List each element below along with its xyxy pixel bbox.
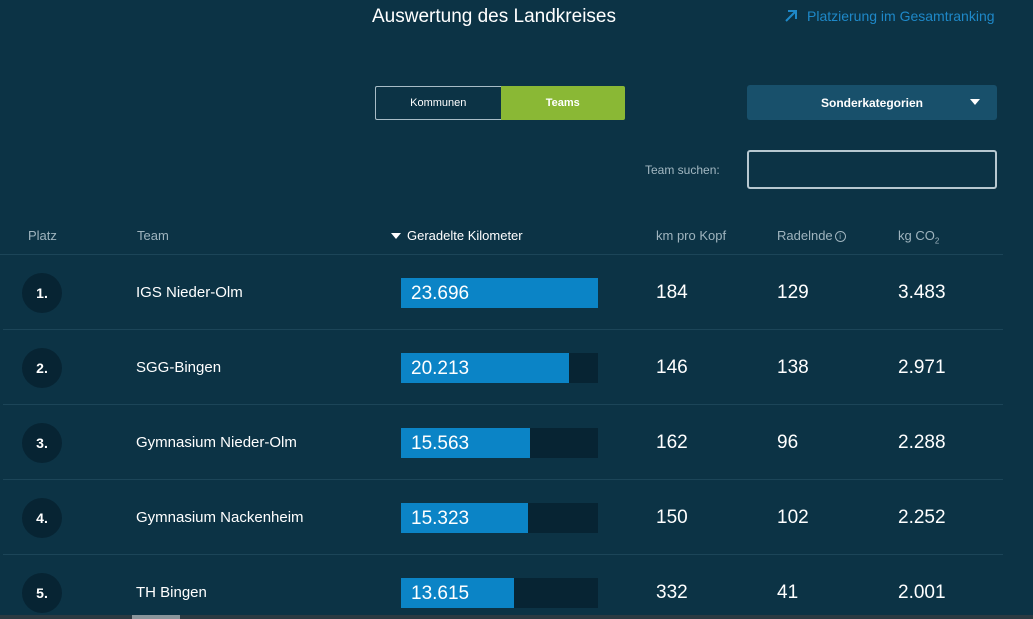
special-categories-label: Sonderkategorien [820,95,924,110]
header-co2-label: kg CO [898,228,935,243]
rank-badge: 5. [22,573,62,613]
co2-value: 2.252 [898,507,946,528]
table-row: 1. IGS Nieder-Olm 23.696 184 129 3.483 [3,255,1003,330]
ranking-link[interactable]: Platzierung im Gesamtranking [783,8,995,24]
table-header: Platz Team Geradelte Kilometer km pro Ko… [0,220,1003,255]
cyclists-value: 138 [777,357,809,378]
km-bar-fill [401,503,528,533]
view-toggle: Kommunen Teams [375,86,625,120]
co2-value: 2.971 [898,357,946,378]
km-value: 23.696 [411,283,470,304]
cyclists-value: 96 [777,432,799,453]
cyclists-value: 41 [777,582,799,603]
sort-desc-icon [391,232,401,239]
km-per-head-value: 162 [656,432,688,453]
info-icon[interactable]: i [834,231,846,242]
rank-badge: 1. [22,273,62,313]
horizontal-scrollbar[interactable] [0,615,1033,619]
km-per-head-value: 150 [656,507,688,528]
km-value: 20.213 [411,358,470,379]
rank-badge: 4. [22,498,62,538]
table-row: 2. SGG-Bingen 20.213 146 138 2.971 [3,330,1003,405]
header-platz: Platz [28,228,57,243]
page-title: Auswertung des Landkreises [372,6,616,27]
header-cyclists-label: Radelnde [777,228,833,243]
team-name: Gymnasium Nackenheim [136,509,304,526]
team-name: IGS Nieder-Olm [136,284,243,301]
km-bar-fill [401,428,530,458]
header-cyclists: Radelnde i [777,228,846,243]
co2-value: 2.001 [898,582,946,603]
table-row: 3. Gymnasium Nieder-Olm 15.563 162 96 2.288 [3,405,1003,480]
km-bar: 23.696 [401,278,598,308]
header-team: Team [137,228,169,243]
km-bar: 15.563 [401,428,598,458]
cyclists-value: 129 [777,282,809,303]
km-bar: 13.615 [401,578,598,608]
km-value: 13.615 [411,583,470,604]
special-categories-dropdown[interactable]: Sonderkategorien [747,85,997,120]
arrow-up-right-icon [785,10,797,22]
ranking-link-label: Platzierung im Gesamtranking [807,8,995,24]
km-value: 15.323 [411,508,470,529]
header-co2: kg CO2 [898,228,939,246]
table-row: 5. TH Bingen 13.615 332 41 2.001 [3,555,1003,619]
team-search-label: Team suchen: [645,163,720,177]
table-row: 4. Gymnasium Nackenheim 15.323 150 102 2.252 [3,480,1003,555]
team-search-input[interactable] [747,150,997,189]
km-value: 15.563 [411,433,470,454]
team-name: SGG-Bingen [136,359,222,376]
toggle-teams-button[interactable]: Teams [500,86,625,120]
cyclists-value: 102 [777,507,809,528]
km-per-head-value: 184 [656,282,688,303]
rank-badge: 3. [22,423,62,463]
km-bar-fill [401,353,569,383]
km-bar-fill [401,278,598,308]
km-per-head-value: 332 [656,582,688,603]
team-name: TH Bingen [136,584,207,601]
km-bar-fill [401,578,514,608]
co2-value: 2.288 [898,432,946,453]
km-per-head-value: 146 [656,357,688,378]
toggle-kommunen-button[interactable]: Kommunen [375,86,501,120]
header-km-sort[interactable]: Geradelte Kilometer [391,228,523,243]
co2-value: 3.483 [898,282,946,303]
ranking-table-body: 1. IGS Nieder-Olm 23.696 184 129 3.483 2. SGG-B… [3,255,1003,619]
chevron-down-icon [970,99,980,105]
km-bar: 20.213 [401,353,598,383]
rank-badge: 2. [22,348,62,388]
header-km-label: Geradelte Kilometer [407,228,523,243]
header-km-per-head: km pro Kopf [656,228,727,243]
header-co2-subscript: 2 [934,236,940,246]
team-name: Gymnasium Nieder-Olm [136,434,297,451]
km-bar: 15.323 [401,503,598,533]
scrollbar-thumb[interactable] [132,615,180,619]
